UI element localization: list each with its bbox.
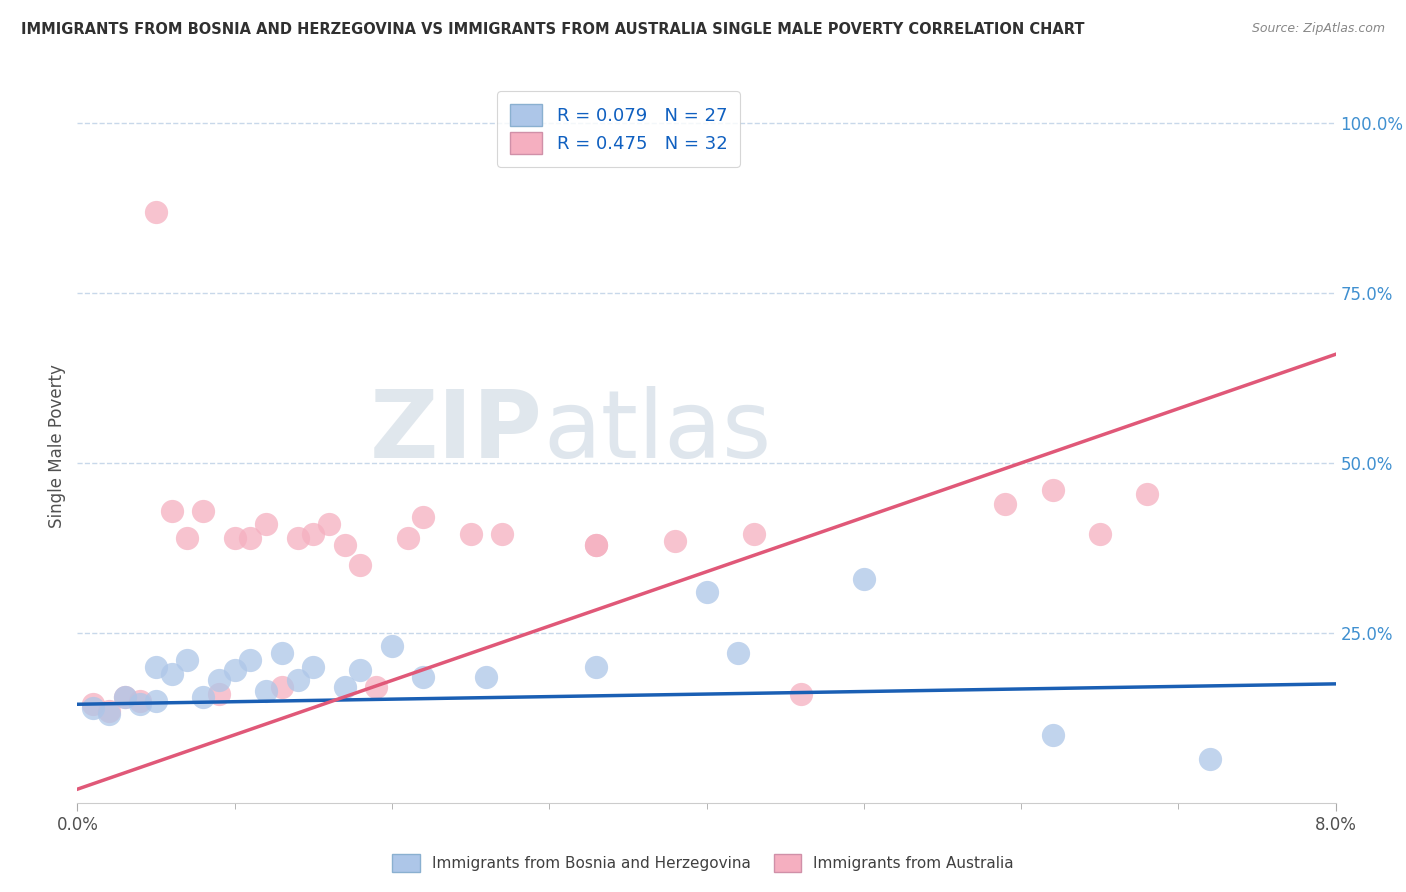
Point [412,510,434,524]
Point [585,660,607,674]
Point [114,690,136,705]
Point [287,673,309,688]
Point [396,531,419,545]
Point [333,680,356,694]
Point [145,204,167,219]
Point [270,680,292,694]
Point [224,531,246,545]
Text: ZIP: ZIP [370,385,543,478]
Point [742,527,765,541]
Point [191,503,215,517]
Point [1042,728,1064,742]
Point [349,558,371,572]
Y-axis label: Single Male Poverty: Single Male Poverty [48,364,66,528]
Point [176,653,198,667]
Point [333,537,356,551]
Text: Source: ZipAtlas.com: Source: ZipAtlas.com [1251,22,1385,36]
Point [1088,527,1111,541]
Point [82,698,104,712]
Point [366,680,388,694]
Point [1136,486,1159,500]
Point [82,700,104,714]
Point [145,694,167,708]
Point [208,687,231,701]
Text: IMMIGRANTS FROM BOSNIA AND HERZEGOVINA VS IMMIGRANTS FROM AUSTRALIA SINGLE MALE : IMMIGRANTS FROM BOSNIA AND HERZEGOVINA V… [21,22,1084,37]
Point [224,663,246,677]
Point [239,531,262,545]
Point [129,694,152,708]
Legend: Immigrants from Bosnia and Herzegovina, Immigrants from Australia: Immigrants from Bosnia and Herzegovina, … [384,846,1022,880]
Point [97,707,120,722]
Point [302,660,325,674]
Point [460,527,482,541]
Point [191,690,215,705]
Point [176,531,198,545]
Point [381,640,404,654]
Text: atlas: atlas [543,385,770,478]
Point [696,585,718,599]
Point [97,704,120,718]
Point [1198,751,1220,765]
Point [318,517,340,532]
Point [287,531,309,545]
Point [302,527,325,541]
Point [727,646,749,660]
Point [160,666,183,681]
Point [349,663,371,677]
Point [790,687,813,701]
Point [491,527,513,541]
Point [585,537,607,551]
Point [129,698,152,712]
Point [114,690,136,705]
Point [254,683,277,698]
Point [208,673,231,688]
Point [254,517,277,532]
Point [145,660,167,674]
Point [475,670,498,684]
Legend: R = 0.079   N = 27, R = 0.475   N = 32: R = 0.079 N = 27, R = 0.475 N = 32 [496,91,740,167]
Point [160,503,183,517]
Point [994,497,1017,511]
Point [852,572,875,586]
Point [412,670,434,684]
Point [585,537,607,551]
Point [270,646,292,660]
Point [1042,483,1064,498]
Point [239,653,262,667]
Point [664,534,686,549]
